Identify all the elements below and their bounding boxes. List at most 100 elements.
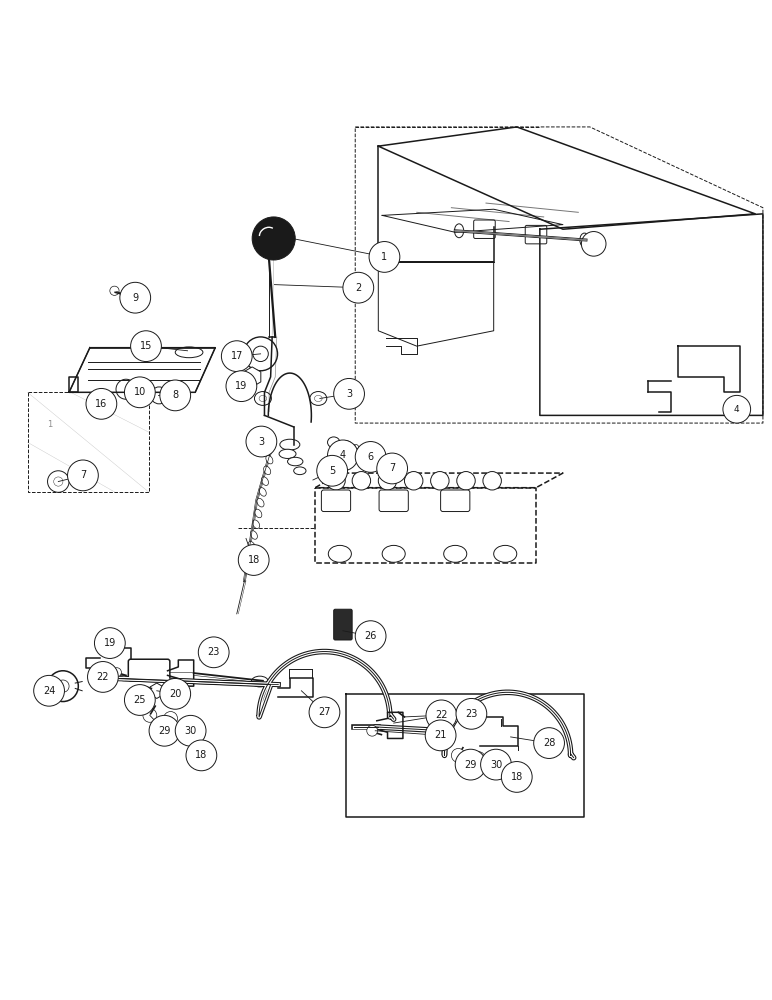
Ellipse shape: [444, 545, 467, 562]
Circle shape: [34, 675, 65, 706]
Text: 18: 18: [510, 772, 523, 782]
Ellipse shape: [580, 233, 589, 247]
Circle shape: [160, 380, 191, 411]
Ellipse shape: [353, 448, 365, 459]
Circle shape: [143, 708, 157, 722]
Ellipse shape: [354, 445, 360, 457]
Text: 4: 4: [734, 405, 740, 414]
Text: 7: 7: [80, 470, 86, 480]
Text: 19: 19: [103, 638, 116, 648]
Circle shape: [226, 371, 257, 402]
Circle shape: [405, 472, 423, 490]
Ellipse shape: [250, 531, 257, 539]
Circle shape: [151, 387, 168, 404]
Circle shape: [456, 698, 487, 729]
Ellipse shape: [175, 347, 203, 358]
Circle shape: [431, 472, 449, 490]
Text: 1: 1: [48, 420, 52, 429]
Text: 10: 10: [134, 387, 146, 397]
FancyBboxPatch shape: [379, 490, 408, 512]
Circle shape: [239, 545, 269, 575]
Circle shape: [334, 378, 364, 409]
FancyBboxPatch shape: [441, 490, 470, 512]
Circle shape: [452, 748, 466, 762]
Text: 23: 23: [466, 709, 478, 719]
Text: 16: 16: [95, 399, 107, 409]
Circle shape: [120, 282, 151, 313]
Circle shape: [343, 272, 374, 303]
Text: 29: 29: [158, 726, 171, 736]
Circle shape: [377, 453, 408, 484]
Text: 7: 7: [389, 463, 395, 473]
Ellipse shape: [455, 224, 464, 238]
Circle shape: [501, 762, 532, 792]
Circle shape: [87, 662, 118, 692]
Circle shape: [472, 752, 486, 765]
Circle shape: [54, 477, 63, 486]
Circle shape: [116, 379, 136, 399]
Ellipse shape: [246, 552, 253, 561]
Circle shape: [309, 697, 340, 728]
Circle shape: [124, 377, 155, 408]
Text: 9: 9: [132, 293, 138, 303]
Text: 28: 28: [543, 738, 555, 748]
Circle shape: [426, 700, 457, 731]
Ellipse shape: [350, 445, 356, 457]
Circle shape: [198, 637, 229, 668]
Text: 17: 17: [231, 351, 243, 361]
Circle shape: [57, 680, 69, 692]
Ellipse shape: [259, 488, 266, 496]
Ellipse shape: [310, 392, 327, 405]
Ellipse shape: [279, 449, 296, 458]
Text: 20: 20: [169, 689, 181, 699]
Circle shape: [48, 471, 69, 492]
Circle shape: [110, 286, 119, 295]
Text: 29: 29: [465, 760, 477, 770]
Circle shape: [327, 440, 358, 471]
Circle shape: [252, 217, 295, 260]
Circle shape: [533, 728, 564, 758]
Text: 3: 3: [259, 437, 265, 447]
Text: 2: 2: [355, 283, 361, 293]
Text: 22: 22: [96, 672, 109, 682]
Circle shape: [581, 232, 606, 256]
Text: 24: 24: [43, 686, 56, 696]
Text: 15: 15: [140, 341, 152, 351]
Ellipse shape: [328, 545, 351, 562]
Circle shape: [352, 472, 371, 490]
Text: 30: 30: [185, 726, 197, 736]
Circle shape: [164, 712, 178, 725]
Ellipse shape: [257, 498, 264, 507]
Ellipse shape: [255, 392, 272, 405]
Circle shape: [67, 460, 98, 491]
Circle shape: [455, 749, 486, 780]
Circle shape: [481, 749, 511, 780]
Ellipse shape: [161, 716, 173, 724]
Ellipse shape: [327, 437, 340, 448]
FancyBboxPatch shape: [321, 490, 350, 512]
Text: 21: 21: [435, 730, 447, 740]
Text: 18: 18: [248, 555, 260, 565]
Circle shape: [355, 621, 386, 652]
Text: 19: 19: [235, 381, 248, 391]
Ellipse shape: [344, 445, 350, 457]
Ellipse shape: [262, 477, 269, 485]
FancyBboxPatch shape: [334, 609, 352, 640]
Circle shape: [244, 337, 278, 371]
Ellipse shape: [252, 676, 269, 687]
Ellipse shape: [266, 455, 273, 464]
Circle shape: [457, 472, 476, 490]
Circle shape: [425, 720, 456, 751]
Circle shape: [367, 725, 378, 736]
Text: 18: 18: [195, 750, 208, 760]
Ellipse shape: [471, 754, 482, 762]
Text: 3: 3: [346, 389, 352, 399]
Ellipse shape: [346, 445, 352, 457]
Circle shape: [317, 455, 347, 486]
Text: 22: 22: [435, 710, 448, 720]
Circle shape: [86, 388, 117, 419]
Text: 5: 5: [329, 466, 335, 476]
Text: 8: 8: [172, 390, 178, 400]
Ellipse shape: [340, 445, 346, 457]
Circle shape: [186, 740, 217, 771]
